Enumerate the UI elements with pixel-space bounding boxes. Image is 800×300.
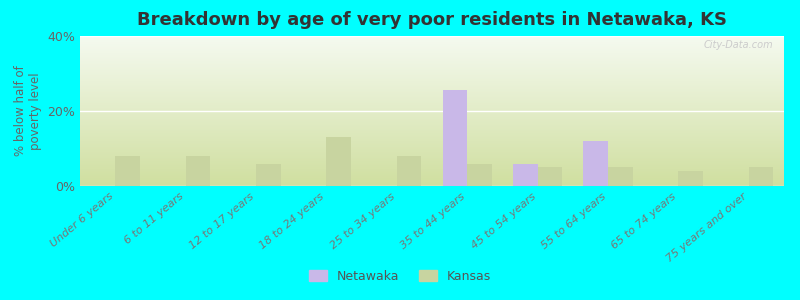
Bar: [513, 164, 538, 186]
Bar: [608, 167, 633, 186]
Bar: [186, 156, 210, 186]
Bar: [326, 137, 351, 186]
Bar: [442, 90, 467, 186]
Bar: [467, 164, 492, 186]
Title: Breakdown by age of very poor residents in Netawaka, KS: Breakdown by age of very poor residents …: [137, 11, 727, 29]
Bar: [538, 167, 562, 186]
Bar: [583, 141, 608, 186]
Bar: [115, 156, 140, 186]
Text: City-Data.com: City-Data.com: [704, 40, 774, 50]
Bar: [749, 167, 774, 186]
Legend: Netawaka, Kansas: Netawaka, Kansas: [303, 265, 497, 288]
Bar: [678, 171, 703, 186]
Bar: [397, 156, 422, 186]
Y-axis label: % below half of
poverty level: % below half of poverty level: [14, 66, 42, 156]
Bar: [256, 164, 281, 186]
